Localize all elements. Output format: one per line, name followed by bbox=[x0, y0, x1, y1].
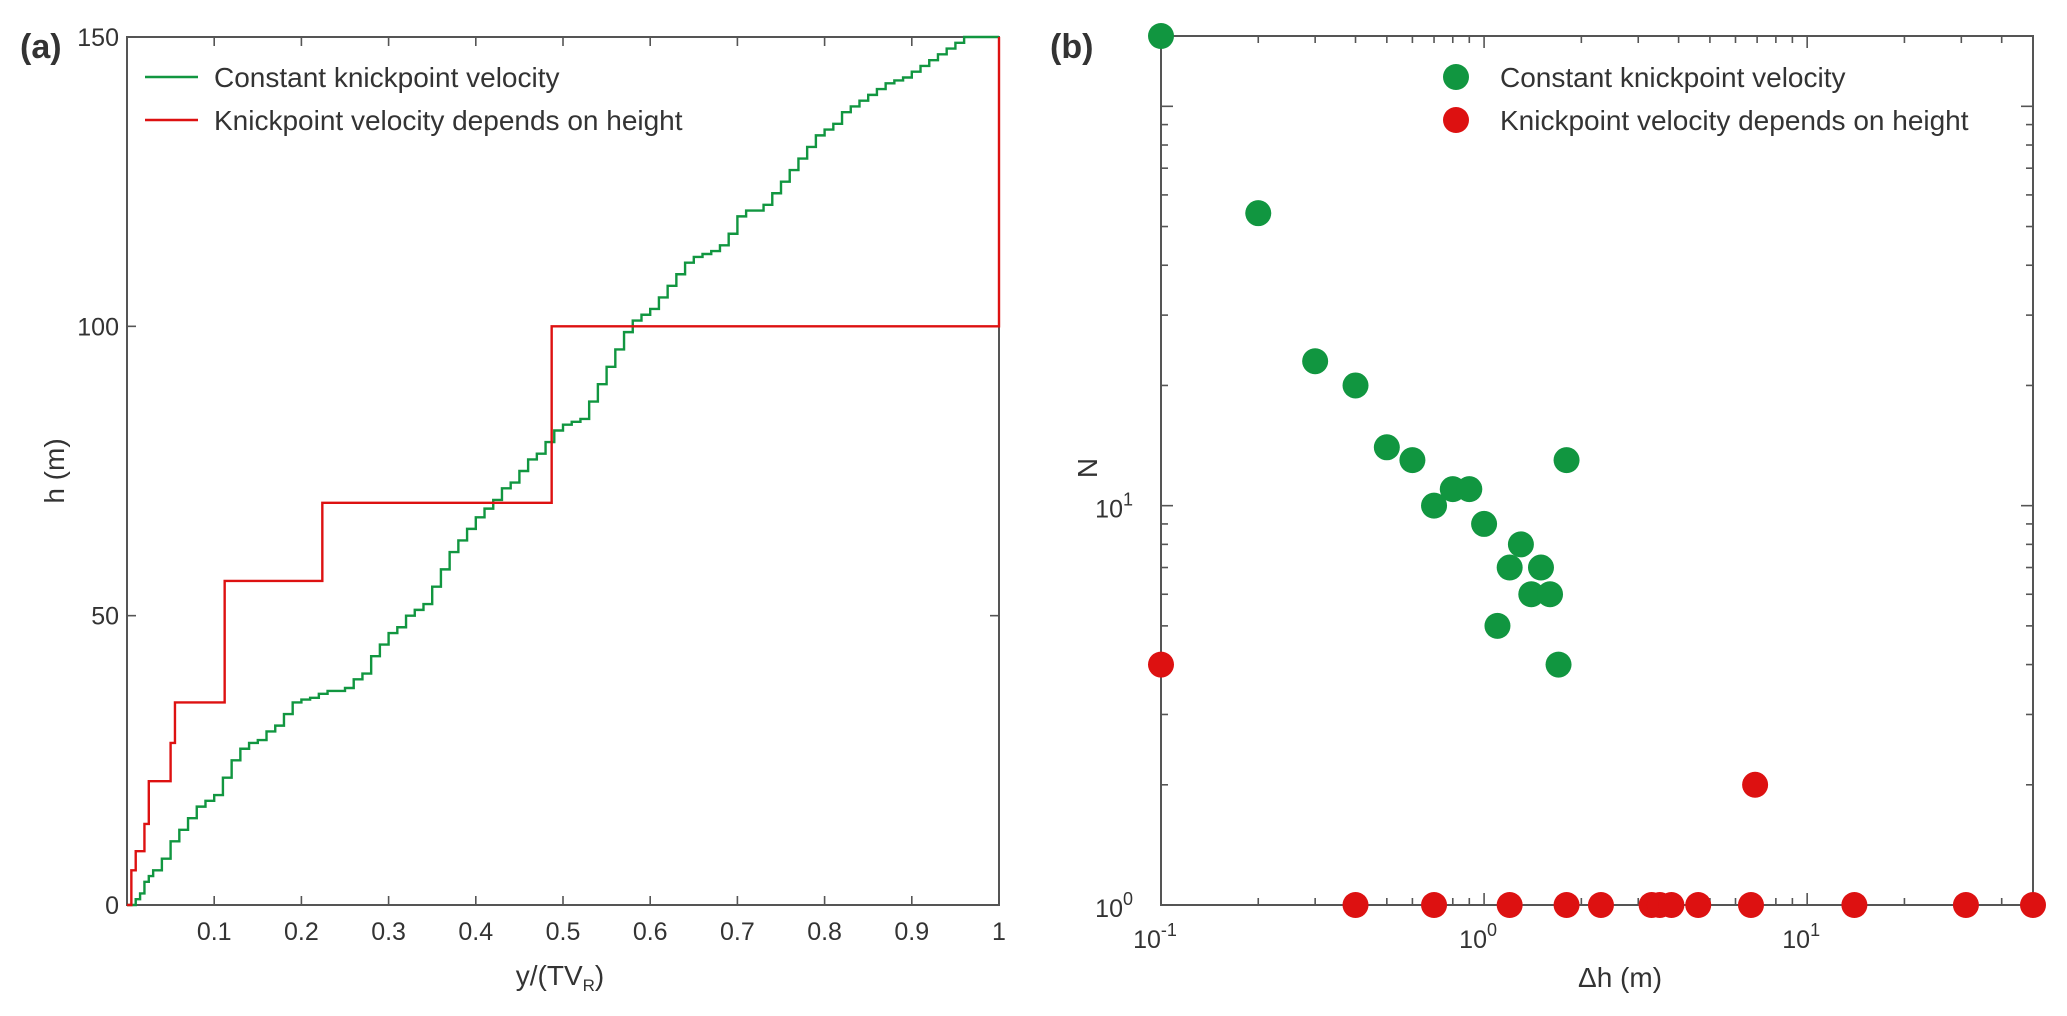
panel-b-x-tick-labels: 10-1 100 101 bbox=[1133, 920, 1820, 954]
panel-a-x-tick-label: 0.2 bbox=[284, 918, 319, 946]
scatter-point-height bbox=[1553, 892, 1580, 918]
panel-a-label: (a) bbox=[20, 28, 62, 66]
scatter-point-constant bbox=[1507, 531, 1534, 558]
panel-a-x-tick-label: 0.8 bbox=[807, 918, 842, 946]
scatter-point-constant bbox=[1553, 447, 1580, 474]
scatter-point-constant bbox=[1399, 447, 1426, 474]
series-points-height-dependent bbox=[1148, 651, 2046, 918]
panel-a-legend-label-constant: Constant knickpoint velocity bbox=[214, 62, 560, 93]
panel-a-x-tick-label: 0.6 bbox=[633, 918, 668, 946]
scatter-point-constant bbox=[1471, 510, 1498, 537]
panel-a-legend: Constant knickpoint velocity Knickpoint … bbox=[145, 62, 683, 136]
panel-b-ticks bbox=[1160, 36, 2034, 906]
scatter-point-height bbox=[1742, 771, 1769, 798]
panel-a-x-tick-label: 0.9 bbox=[894, 918, 929, 946]
panel-b-x-tick-label: 10-1 bbox=[1133, 920, 1177, 954]
panel-a-y-tick-label: 50 bbox=[91, 603, 119, 631]
panel-a-x-tick-labels: 0.1 0.2 0.3 0.4 0.5 0.6 0.7 0.8 0.9 1 bbox=[197, 918, 1006, 946]
panel-a-y-tick-label: 150 bbox=[77, 24, 119, 52]
scatter-point-constant bbox=[1537, 581, 1564, 608]
scatter-point-constant bbox=[1518, 581, 1545, 608]
scatter-point-constant bbox=[1545, 651, 1572, 678]
panel-b-x-tick-label: 101 bbox=[1782, 920, 1820, 954]
scatter-point-constant bbox=[1421, 492, 1448, 519]
scatter-point-height bbox=[1421, 892, 1448, 918]
panel-a-x-tick-label: 0.4 bbox=[458, 918, 493, 946]
scatter-point-height bbox=[2020, 892, 2046, 918]
panel-b-legend-swatch-constant bbox=[1443, 64, 1469, 90]
scatter-point-constant bbox=[1342, 372, 1369, 399]
panel-a-plot-frame bbox=[126, 36, 1000, 906]
scatter-point-constant bbox=[1245, 200, 1272, 227]
panel-a-x-tick-label: 0.7 bbox=[720, 918, 755, 946]
scatter-point-height bbox=[1737, 892, 1764, 918]
panel-a-x-tick-label: 1 bbox=[992, 918, 1006, 946]
scatter-point-constant bbox=[1302, 348, 1329, 375]
scatter-point-constant bbox=[1527, 554, 1554, 581]
panel-b-x-tick-label: 100 bbox=[1459, 920, 1497, 954]
scatter-point-height bbox=[1841, 892, 1868, 918]
scatter-point-constant bbox=[1456, 476, 1483, 503]
panel-a-ticks bbox=[127, 36, 1000, 906]
scatter-point-height bbox=[1952, 892, 1979, 918]
panel-b-legend-label-height: Knickpoint velocity depends on height bbox=[1500, 105, 1969, 136]
series-line-height-dependent bbox=[127, 37, 1001, 907]
panel-b-legend-label-constant: Constant knickpoint velocity bbox=[1500, 62, 1846, 93]
scatter-point-constant bbox=[1496, 554, 1523, 581]
panel-a-y-tick-label: 0 bbox=[105, 892, 119, 920]
panel-a-y-tick-labels: 0 50 100 150 bbox=[77, 24, 119, 920]
series-line-constant-velocity bbox=[127, 35, 999, 907]
panel-b-y-tick-label: 100 bbox=[1095, 889, 1133, 923]
panel-b-label: (b) bbox=[1050, 28, 1093, 66]
scatter-point-height bbox=[1148, 651, 1174, 678]
panel-a-x-axis-label: y/(TVR) bbox=[516, 960, 605, 995]
scatter-point-height bbox=[1658, 892, 1685, 918]
panel-a-series bbox=[127, 35, 1001, 907]
scatter-point-height bbox=[1342, 892, 1369, 918]
scatter-point-height bbox=[1496, 892, 1523, 918]
panel-b-y-axis-label: N bbox=[1072, 458, 1103, 478]
panel-a-y-axis-label: h (m) bbox=[39, 438, 70, 503]
panel-b-plot-frame bbox=[1160, 35, 2034, 906]
scatter-point-height bbox=[1685, 892, 1712, 918]
panel-a-y-tick-label: 100 bbox=[77, 313, 119, 341]
panel-b-y-tick-label: 101 bbox=[1095, 490, 1133, 524]
panel-a-line-chart: (a) 0.1 0.2 0.3 0.4 0.5 0.6 0.7 0.8 0.9 1 0 50 100 1… bbox=[20, 24, 1006, 995]
panel-a-legend-label-height: Knickpoint velocity depends on height bbox=[214, 105, 683, 136]
scatter-point-constant bbox=[1148, 23, 1174, 49]
panel-a-x-tick-label: 0.1 bbox=[197, 918, 232, 946]
scatter-point-height bbox=[1587, 892, 1614, 918]
panel-b-y-tick-labels: 100 101 bbox=[1095, 490, 1133, 923]
panel-b-series bbox=[1148, 23, 2046, 918]
panel-b-legend: Constant knickpoint velocity Knickpoint … bbox=[1443, 62, 1969, 136]
series-points-constant-velocity bbox=[1148, 23, 1580, 678]
panel-b-x-axis-label: Δh (m) bbox=[1578, 962, 1662, 993]
scatter-point-constant bbox=[1484, 612, 1511, 639]
scatter-point-constant bbox=[1373, 434, 1400, 461]
panel-a-x-tick-label: 0.3 bbox=[371, 918, 406, 946]
panel-b-legend-swatch-height bbox=[1443, 107, 1469, 133]
panel-a-x-tick-label: 0.5 bbox=[546, 918, 581, 946]
